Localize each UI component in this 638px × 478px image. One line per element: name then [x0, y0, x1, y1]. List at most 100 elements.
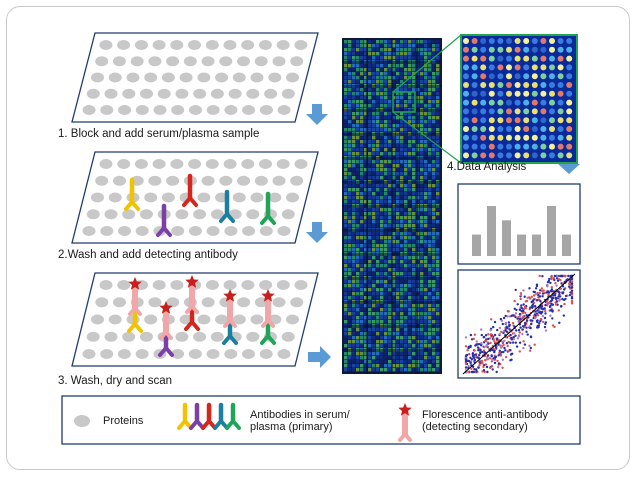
- microarray-spot: [344, 56, 348, 60]
- microarray-spot: [348, 200, 352, 204]
- microarray-spot: [352, 224, 356, 228]
- microarray-spot: [360, 284, 364, 288]
- microarray-spot: [428, 256, 432, 260]
- microarray-spot: [360, 360, 364, 364]
- microarray-spot: [372, 176, 376, 180]
- microarray-spot: [412, 64, 416, 68]
- microarray-spot: [388, 136, 392, 140]
- microarray-spot: [360, 296, 364, 300]
- microarray-spot: [408, 272, 412, 276]
- microarray-spot: [380, 196, 384, 200]
- microarray-spot: [352, 340, 356, 344]
- microarray-spot: [424, 216, 428, 220]
- microarray-spot: [404, 264, 408, 268]
- scatter-point: [554, 297, 558, 300]
- microarray-spot: [364, 140, 368, 144]
- protein-dot: [161, 72, 175, 83]
- microarray-spot: [436, 280, 440, 284]
- microarray-spot: [392, 296, 396, 300]
- microarray-spot: [396, 212, 400, 216]
- scatter-point: [568, 283, 571, 287]
- microarray-spot: [344, 248, 348, 252]
- microarray-spot: [396, 168, 400, 172]
- microarray-spot: [360, 200, 364, 204]
- microarray-spot: [424, 172, 428, 176]
- microarray-spot: [368, 136, 372, 140]
- microarray-spot: [408, 196, 412, 200]
- microarray-spot: [412, 328, 416, 332]
- microarray-spot: [404, 112, 408, 116]
- microarray-spot: [388, 72, 392, 76]
- microarray-spot: [392, 152, 396, 156]
- microarray-spot: [432, 80, 436, 84]
- scatter-point: [517, 328, 521, 332]
- scatter-point: [521, 332, 524, 336]
- microarray-spot: [424, 64, 428, 68]
- zoomed-spot: [557, 152, 564, 159]
- antibody-y-icon: [182, 173, 198, 207]
- microarray-spot: [368, 232, 372, 236]
- protein-dot: [108, 72, 122, 83]
- microarray-spot: [436, 216, 440, 220]
- scatter-point: [523, 343, 527, 346]
- microarray-spot: [404, 368, 408, 372]
- scatter-point: [472, 370, 475, 374]
- microarray-spot: [372, 172, 376, 176]
- microarray-spot: [400, 144, 404, 148]
- microarray-spot: [408, 280, 412, 284]
- protein-dot: [134, 40, 148, 50]
- scatter-point: [558, 298, 561, 301]
- scatter-point: [563, 302, 566, 306]
- microarray-spot: [372, 140, 376, 144]
- microarray-spot: [408, 224, 412, 228]
- microarray-spot: [372, 44, 376, 48]
- zoomed-spot: [488, 73, 495, 80]
- microarray-spot: [424, 168, 428, 172]
- protein-dot: [276, 159, 290, 169]
- scatter-point: [476, 356, 479, 359]
- microarray-spot: [392, 308, 396, 312]
- microarray-spot: [388, 144, 392, 148]
- microarray-spot: [424, 160, 428, 164]
- microarray-spot: [360, 112, 364, 116]
- microarray-spot: [408, 352, 412, 356]
- microarray-spot: [432, 188, 436, 192]
- microarray-spot: [364, 256, 368, 260]
- scatter-point: [519, 326, 522, 329]
- microarray-spot: [420, 136, 424, 140]
- zoomed-spot: [566, 38, 573, 44]
- microarray-spot: [396, 328, 400, 332]
- scatter-point: [507, 321, 511, 324]
- microarray-spot: [372, 64, 376, 68]
- microarray-spot: [428, 308, 432, 312]
- microarray-spot: [412, 244, 416, 248]
- protein-dot: [205, 159, 219, 169]
- microarray-spot: [400, 340, 404, 344]
- microarray-spot: [436, 68, 440, 72]
- scatter-point: [528, 287, 531, 290]
- zoomed-spot: [506, 82, 512, 88]
- protein-dot: [170, 40, 184, 50]
- scatter-point: [539, 289, 542, 292]
- microarray-spot: [352, 220, 356, 224]
- microarray-spot: [428, 200, 432, 204]
- microarray-spot: [348, 340, 352, 344]
- scatter-point: [484, 339, 487, 343]
- zoomed-spot: [540, 55, 547, 62]
- microarray-spot: [432, 264, 436, 268]
- zoomed-spot: [506, 73, 512, 80]
- microarray-spot: [344, 128, 348, 132]
- scatter-point: [570, 280, 574, 283]
- scatter-point: [538, 295, 542, 298]
- microarray-spot: [360, 232, 364, 236]
- microarray-spot: [420, 236, 424, 240]
- slide-step-3: [71, 272, 319, 367]
- microarray-spot: [368, 292, 372, 296]
- scatter-point: [541, 295, 544, 298]
- microarray-spot: [436, 316, 440, 320]
- microarray-spot: [404, 240, 408, 244]
- microarray-spot: [388, 216, 392, 220]
- scatter-point: [504, 314, 507, 318]
- microarray-spot: [432, 284, 436, 288]
- microarray-spot: [412, 344, 416, 348]
